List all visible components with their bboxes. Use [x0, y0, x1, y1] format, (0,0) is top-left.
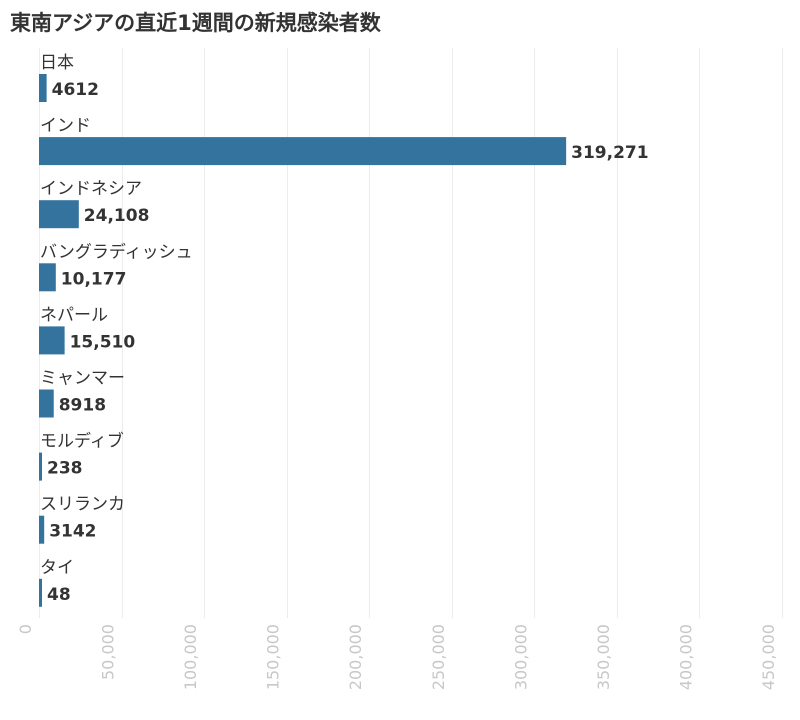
x-tick-label: 450,000: [759, 624, 778, 690]
value-label: 8918: [59, 396, 106, 416]
bar: [39, 263, 56, 292]
category-label: ミャンマー: [40, 369, 125, 389]
value-label: 238: [47, 459, 83, 479]
x-tick-label: 50,000: [99, 624, 118, 680]
category-label: 日本: [40, 53, 74, 73]
category-label: インド: [40, 116, 91, 136]
x-tick-label: 100,000: [181, 624, 200, 690]
x-tick-label: 0: [16, 624, 35, 634]
value-label: 10,177: [61, 269, 127, 289]
value-label: 3142: [49, 522, 96, 542]
bar: [39, 74, 47, 102]
value-label: 48: [47, 585, 71, 605]
bar: [39, 452, 42, 481]
value-label: 319,271: [571, 143, 648, 163]
bar: [39, 578, 42, 607]
bar: [39, 137, 567, 166]
bar: [39, 389, 54, 418]
value-label: 24,108: [84, 206, 150, 226]
bar: [39, 515, 45, 544]
bar: [39, 326, 65, 355]
value-label: 4612: [52, 80, 99, 100]
bar: [39, 200, 79, 229]
category-label: インドネシア: [40, 179, 142, 199]
x-tick-label: 400,000: [676, 624, 695, 690]
category-label: タイ: [40, 558, 74, 578]
category-label: バングラディッシュ: [40, 241, 193, 262]
x-tick-label: 200,000: [346, 624, 365, 690]
x-tick-label: 150,000: [264, 624, 283, 690]
x-tick-label: 350,000: [594, 624, 613, 690]
category-label: スリランカ: [40, 495, 125, 515]
x-tick-label: 300,000: [511, 624, 530, 690]
chart-title: 東南アジアの直近1週間の新規感染者数: [10, 11, 381, 35]
value-label: 15,510: [70, 332, 136, 352]
category-label: モルディブ: [40, 431, 124, 452]
x-tick-label: 250,000: [429, 624, 448, 690]
category-label: ネパール: [40, 305, 108, 325]
